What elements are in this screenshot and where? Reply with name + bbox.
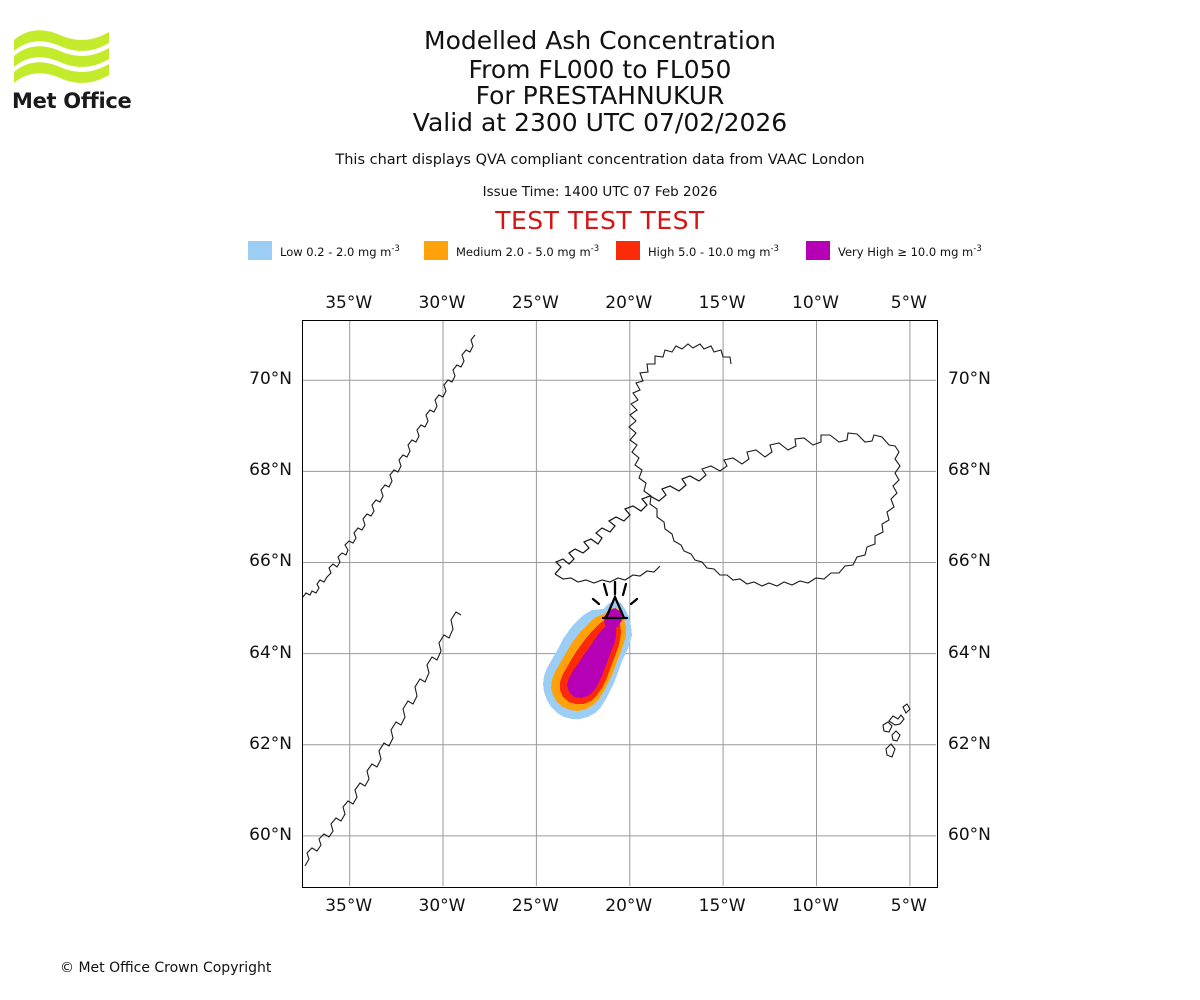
legend-low-swatch (248, 241, 272, 260)
plume-band-very-high (567, 623, 616, 698)
lat-tick-right-3: 66°N (948, 551, 991, 572)
issue-time: Issue Time: 1400 UTC 07 Feb 2026 (482, 184, 718, 200)
lon-tick-top-3: 20°W (605, 293, 653, 313)
legend-medium-label: Medium 2.0 - 5.0 mg m-3 (456, 244, 600, 259)
lat-tick-left-0: 60°N (249, 824, 292, 845)
test-banner: TEST TEST TEST (495, 206, 705, 235)
chart-header: Modelled Ash Concentration From FL000 to… (0, 26, 1200, 235)
lat-tick-left-2: 64°N (249, 642, 292, 663)
lon-tick-bottom-4: 15°W (698, 896, 746, 916)
met-office-wave-mark (14, 30, 109, 83)
met-office-logo-text: Met Office (12, 89, 132, 113)
lat-tick-right-1: 62°N (948, 733, 991, 754)
legend-low-label: Low 0.2 - 2.0 mg m-3 (280, 244, 400, 259)
lat-tick-left-3: 66°N (249, 551, 292, 572)
copyright-footer: © Met Office Crown Copyright (60, 960, 272, 976)
legend-medium-swatch (424, 241, 448, 260)
faroe-islands-coastline (882, 703, 911, 758)
lon-tick-top-0: 35°W (325, 293, 373, 313)
lon-tick-top-1: 30°W (418, 293, 466, 313)
lat-tick-right-5: 70°N (948, 369, 991, 390)
greenland-coastline (303, 334, 476, 598)
qva-note: This chart displays QVA compliant concen… (335, 152, 865, 168)
lat-tick-left-5: 70°N (249, 369, 292, 390)
map-canvas (303, 321, 936, 886)
lon-tick-bottom-3: 20°W (605, 896, 653, 916)
lat-tick-right-0: 60°N (948, 824, 991, 845)
legend-very-high-label: Very High ≥ 10.0 mg m-3 (838, 244, 982, 259)
volcano-name-line: For PRESTAHNUKUR (475, 81, 725, 110)
legend-high-label: High 5.0 - 10.0 mg m-3 (648, 244, 779, 259)
lon-tick-bottom-5: 10°W (792, 896, 839, 916)
lon-tick-bottom-0: 35°W (325, 896, 373, 916)
concentration-legend: Low 0.2 - 2.0 mg m-3 Medium 2.0 - 5.0 mg … (248, 240, 992, 262)
ash-plume-contours (543, 601, 632, 719)
lat-tick-right-2: 64°N (948, 642, 991, 663)
lat-tick-left-1: 62°N (249, 733, 292, 754)
flight-level-line: From FL000 to FL050 (468, 54, 732, 84)
lat-tick-right-4: 68°N (948, 460, 991, 481)
lon-tick-top-6: 5°W (890, 293, 927, 313)
iceland-southwest-coast-overlay (554, 565, 661, 584)
valid-time-line: Valid at 2300 UTC 07/02/2026 (412, 107, 788, 137)
legend-high-swatch (616, 241, 640, 260)
page-title: Modelled Ash Concentration (424, 26, 776, 55)
met-office-logo: Met Office (12, 26, 212, 116)
lon-tick-top-5: 10°W (792, 293, 839, 313)
lon-tick-bottom-1: 30°W (418, 896, 466, 916)
lon-tick-bottom-2: 25°W (511, 896, 559, 916)
volcano-marker-icon (591, 580, 639, 620)
legend-very-high-swatch (806, 241, 830, 260)
map-plot-area (302, 320, 938, 888)
lon-tick-bottom-6: 5°W (890, 896, 927, 916)
lat-tick-left-4: 68°N (249, 460, 292, 481)
lon-tick-top-4: 15°W (698, 293, 746, 313)
greenland-north-coastline (304, 611, 462, 867)
lon-tick-top-2: 25°W (511, 293, 559, 313)
iceland-south-coast-overlay (554, 474, 707, 575)
